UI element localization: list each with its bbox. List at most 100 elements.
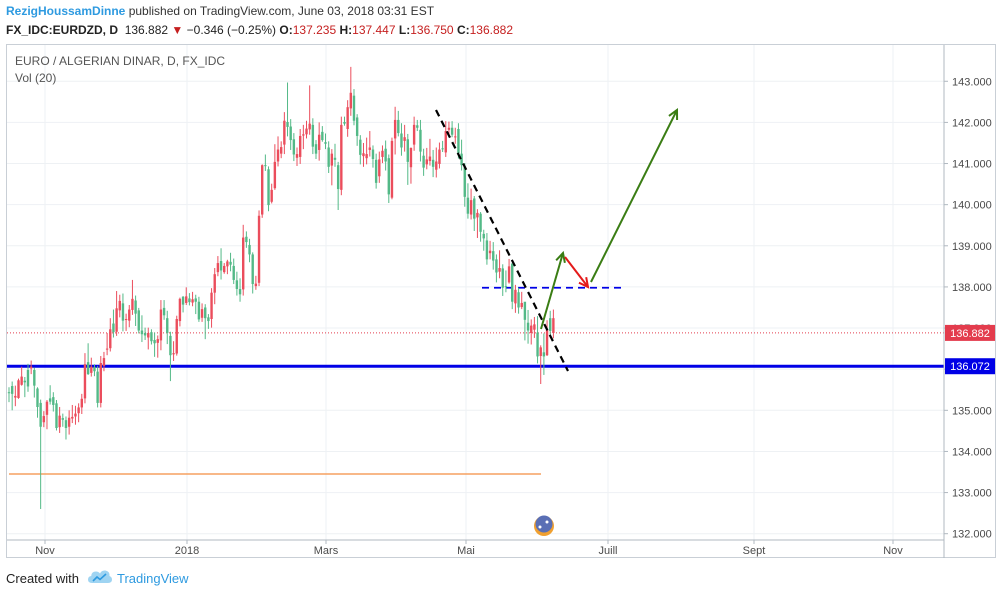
- y-tick-label: 132.000: [952, 529, 992, 541]
- candle-body: [425, 159, 428, 165]
- candle-body: [112, 323, 115, 333]
- x-tick-label: Mai: [457, 545, 475, 557]
- candle-body: [460, 153, 463, 166]
- candle-body: [276, 149, 280, 162]
- candle-body: [118, 300, 121, 311]
- candle-body: [248, 244, 251, 255]
- candle-body: [355, 117, 359, 136]
- candle-body: [39, 402, 42, 427]
- candle-body: [147, 332, 150, 338]
- candle-body: [476, 212, 479, 218]
- candle-body: [501, 268, 504, 288]
- x-tick-label: Sept: [743, 545, 766, 557]
- candle-body: [166, 318, 169, 333]
- candle-body: [545, 330, 549, 356]
- candle-body: [86, 362, 90, 375]
- close-value: 136.882: [469, 23, 514, 37]
- published-text: published on TradingView.com, June 03, 2…: [128, 4, 435, 18]
- low-label: L:: [398, 23, 411, 37]
- candle-body: [406, 139, 409, 162]
- candle-body: [178, 298, 182, 322]
- candle-body: [336, 165, 340, 190]
- projection-arrow-up-1: [540, 252, 564, 330]
- candle-body: [191, 299, 194, 303]
- tradingview-brand-link[interactable]: TradingView: [117, 571, 189, 586]
- candle-body: [175, 319, 178, 354]
- candle-body: [210, 292, 213, 320]
- candle-body: [219, 261, 223, 271]
- candle-body: [416, 125, 419, 128]
- candle-body: [371, 149, 375, 160]
- candle-body: [495, 259, 498, 273]
- candle-body: [498, 268, 501, 272]
- candle-body: [444, 131, 447, 153]
- open-label: O:: [279, 23, 293, 37]
- candle-body: [83, 364, 87, 399]
- candle-body: [409, 147, 413, 168]
- close-label: C:: [456, 23, 470, 37]
- high-value: 137.447: [352, 23, 396, 37]
- y-tick-label: 142.000: [952, 117, 992, 129]
- candle-body: [482, 233, 485, 239]
- candle-body: [33, 370, 36, 386]
- candle-body: [197, 301, 201, 320]
- candle-body: [317, 134, 321, 150]
- candle-body: [58, 415, 61, 428]
- candle-body: [549, 318, 552, 331]
- chart-legend-title: EURO / ALGERIAN DINAR, D, FX_IDC: [15, 54, 226, 68]
- volume-legend: Vol (20): [15, 71, 57, 85]
- candle-body: [137, 310, 140, 331]
- support-price-tag-label: 136.072: [950, 361, 990, 373]
- candle-body: [61, 418, 65, 420]
- candle-body: [526, 322, 530, 331]
- author-link[interactable]: RezigHoussamDinne: [6, 4, 126, 18]
- candle-body: [67, 417, 71, 427]
- candle-body: [134, 300, 137, 314]
- candle-body: [150, 332, 153, 342]
- candle-body: [488, 250, 492, 254]
- tradingview-cloud-icon[interactable]: [88, 569, 112, 585]
- candle-body: [539, 347, 542, 357]
- candle-body: [485, 240, 489, 260]
- x-tick-label: Mars: [314, 545, 339, 557]
- y-tick-label: 140.000: [952, 200, 992, 212]
- candle-body: [314, 144, 318, 154]
- price-chart[interactable]: 132.000133.000134.000135.000136.000137.0…: [0, 0, 1002, 560]
- projection-arrow-up-1-head: [555, 250, 566, 264]
- last-price-tag-label: 136.882: [950, 328, 990, 340]
- candle-body: [469, 200, 473, 215]
- candle-body: [115, 308, 118, 332]
- change-value: −0.346 (−0.25%): [186, 23, 277, 37]
- candle-body: [302, 134, 305, 136]
- support-price-tag-box: [945, 358, 995, 375]
- candle-body: [14, 395, 17, 398]
- candle-body: [10, 386, 14, 394]
- candle-body: [238, 288, 242, 295]
- candle-body: [74, 413, 77, 417]
- candle-body: [188, 298, 191, 303]
- candle-body: [457, 128, 460, 154]
- candle-body: [23, 380, 27, 383]
- candle-body: [536, 332, 539, 357]
- candle-body: [93, 367, 96, 372]
- candle-body: [365, 154, 368, 159]
- y-tick-label: 138.000: [952, 282, 992, 294]
- candle-body: [232, 265, 235, 280]
- candle-body: [343, 121, 346, 124]
- candle-body: [273, 161, 277, 189]
- candle-body: [359, 139, 362, 155]
- candle-body: [381, 150, 384, 157]
- candle-body: [216, 263, 220, 273]
- candle-body: [523, 301, 527, 320]
- candle-body: [520, 302, 523, 308]
- candle-body: [349, 92, 353, 109]
- y-tick-label: 139.000: [952, 241, 992, 253]
- candle-body: [428, 156, 432, 162]
- candle-body: [96, 371, 99, 403]
- candle-body: [181, 296, 185, 305]
- candle-body: [324, 142, 327, 144]
- candle-body: [229, 261, 232, 265]
- candle-body: [552, 318, 555, 333]
- symbol-label: FX_IDC:EURDZD, D: [6, 23, 119, 37]
- candle-body: [102, 358, 106, 366]
